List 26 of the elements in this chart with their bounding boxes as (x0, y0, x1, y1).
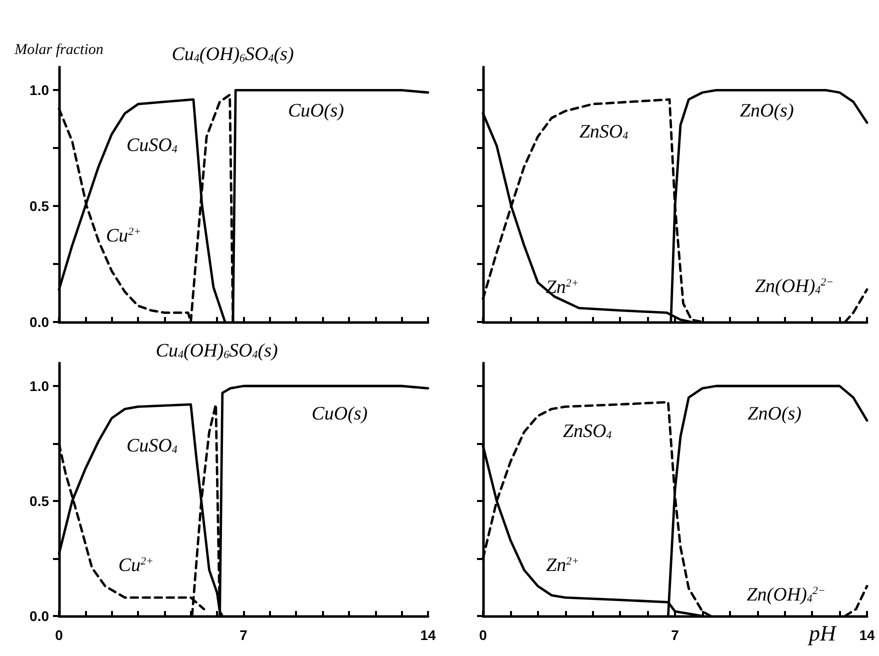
x-tick-label: 7 (240, 627, 248, 643)
y-tick-label: 0.0 (30, 314, 50, 330)
x-tick-label: 0 (479, 627, 488, 643)
x-tick-label: 0 (55, 627, 64, 643)
annotation: CuO(s) (312, 404, 368, 424)
y-tick-label: 0.0 (30, 608, 50, 624)
annotation: CuSO4 (126, 134, 178, 156)
annotation: Zn(OH)42− (754, 276, 834, 298)
y-tick-label: 0.5 (30, 198, 50, 214)
x-axis-title: pH (807, 620, 837, 646)
annotation: ZnO(s) (740, 100, 794, 122)
y-tick-label: 0.5 (30, 493, 50, 509)
x-tick-label: 14 (420, 627, 436, 643)
annotation: Cu4(OH)6SO4(s) (156, 340, 278, 362)
y-tick-label: 1.0 (30, 82, 50, 98)
annotation: ZnSO4 (562, 421, 612, 442)
x-tick-label: 14 (859, 627, 875, 643)
x-tick-label: 7 (671, 627, 680, 643)
annotation: ZnO(s) (748, 404, 802, 424)
y-axis-title: Molar fraction (14, 42, 104, 58)
y-tick-label: 1.0 (30, 378, 50, 394)
annotation: CuSO4 (126, 436, 178, 456)
annotation: CuO(s) (288, 100, 344, 122)
annotation: Zn(OH)42− (746, 584, 826, 606)
annotation: ZnSO4 (579, 122, 629, 143)
annotation: Cu4(OH)6SO4(s) (172, 44, 294, 65)
